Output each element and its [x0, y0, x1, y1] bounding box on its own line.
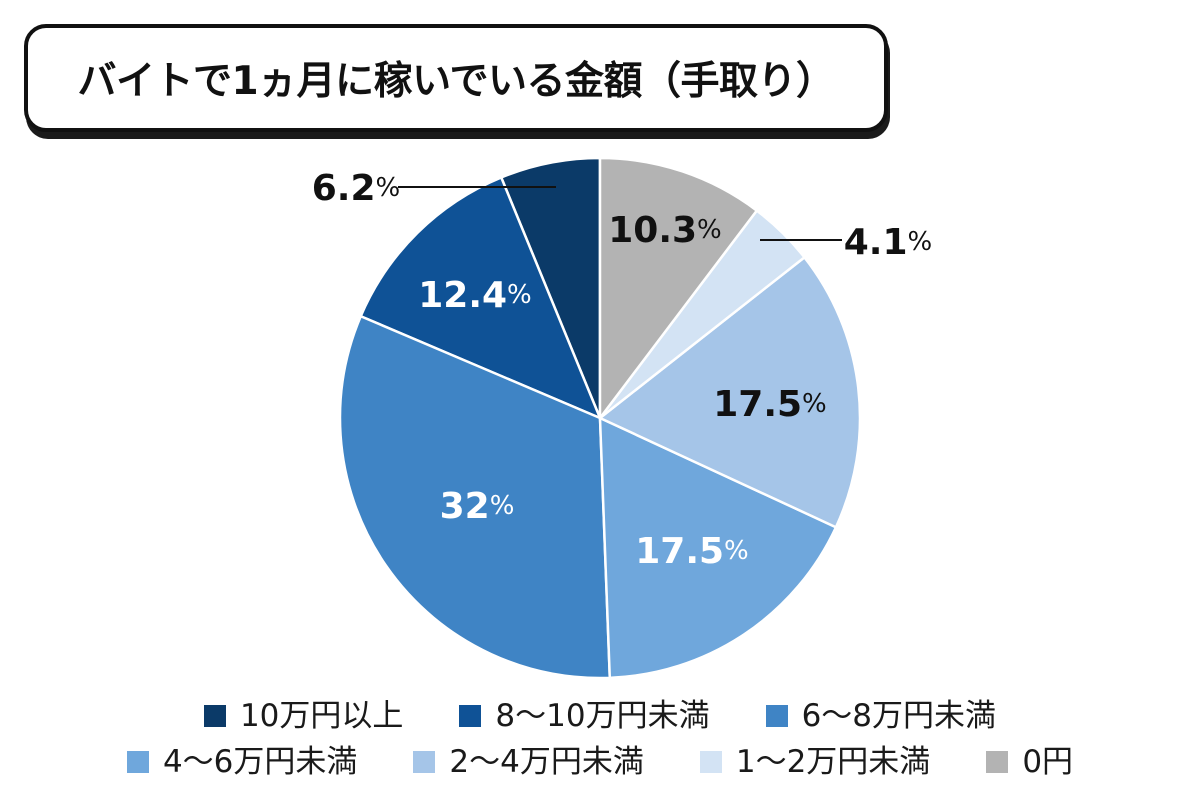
chart-legend: 10万円以上 8〜10万円未満 6〜8万円未満 4〜6万円未満 2〜4万円未満 1〜2万円…: [0, 696, 1200, 782]
slice-label-value: 4.1: [844, 222, 908, 263]
slice-label: 4.1%: [844, 222, 933, 263]
legend-row: 4〜6万円未満 2〜4万円未満 1〜2万円未満 0円: [0, 742, 1200, 782]
pie-slice: [598, 156, 759, 420]
leader-lines: [398, 186, 842, 241]
legend-item: 2〜4万円未満: [413, 742, 644, 782]
legend-swatch: [765, 705, 788, 727]
slice-label-value: 32: [440, 486, 490, 527]
legend-label: 0円: [1022, 744, 1074, 780]
legend-swatch: [126, 751, 149, 773]
slice-label-value: 17.5: [713, 384, 802, 425]
slice-label-suffix: %: [724, 536, 749, 566]
slice-label: 17.5%: [635, 531, 749, 572]
slice-label: 10.3%: [608, 210, 722, 251]
legend-swatch: [699, 751, 722, 773]
legend-swatch: [459, 705, 482, 727]
legend-item: 6〜8万円未満: [765, 696, 997, 736]
legend-item: 0円: [986, 742, 1073, 782]
slice-label-suffix: %: [490, 491, 515, 521]
slice-label-value: 6.2: [312, 168, 376, 209]
legend-item: 8〜10万円未満: [459, 696, 710, 736]
slice-label-suffix: %: [376, 173, 401, 203]
legend-label: 10万円以上: [239, 698, 404, 734]
pie-slice: [598, 256, 862, 529]
slice-label-suffix: %: [908, 227, 933, 257]
legend-swatch: [986, 751, 1009, 773]
legend-item: 4〜6万円未満: [126, 742, 358, 782]
chart-title-box: バイトで1ヵ月に稼いでいる金額（手取り）: [24, 24, 888, 132]
legend-label: 8〜10万円未満: [495, 698, 710, 734]
slice-label-value: 17.5: [635, 531, 724, 572]
slice-label-suffix: %: [802, 389, 827, 419]
pie-slice: [359, 176, 602, 420]
slice-label: 32%: [440, 486, 515, 527]
slice-label-value: 12.4: [418, 275, 507, 316]
legend-label: 1〜2万円未満: [735, 744, 931, 780]
slice-label: 17.5%: [713, 384, 827, 425]
legend-swatch: [203, 705, 226, 727]
slice-label: 12.4%: [418, 275, 532, 316]
legend-item: 1〜2万円未満: [699, 742, 931, 782]
legend-label: 2〜4万円未満: [449, 744, 644, 780]
slice-label-suffix: %: [507, 280, 532, 310]
legend-label: 4〜6万円未満: [162, 744, 358, 780]
legend-item: 10万円以上: [203, 696, 404, 736]
pie-slice: [338, 314, 612, 680]
chart-title: バイトで1ヵ月に稼いでいる金額（手取り）: [77, 59, 835, 104]
slice-label-value: 10.3: [608, 210, 697, 251]
pie-slice: [598, 416, 838, 680]
legend-label: 6〜8万円未満: [801, 698, 997, 734]
legend-row: 10万円以上 8〜10万円未満 6〜8万円未満: [0, 696, 1200, 736]
slice-label: 6.2%: [312, 168, 401, 209]
pie-slices: [338, 156, 862, 680]
slice-label-suffix: %: [697, 215, 722, 245]
legend-swatch: [413, 751, 436, 773]
slice-labels: 6.2%12.4%32%17.5%17.5%4.1%10.3%: [312, 168, 933, 572]
